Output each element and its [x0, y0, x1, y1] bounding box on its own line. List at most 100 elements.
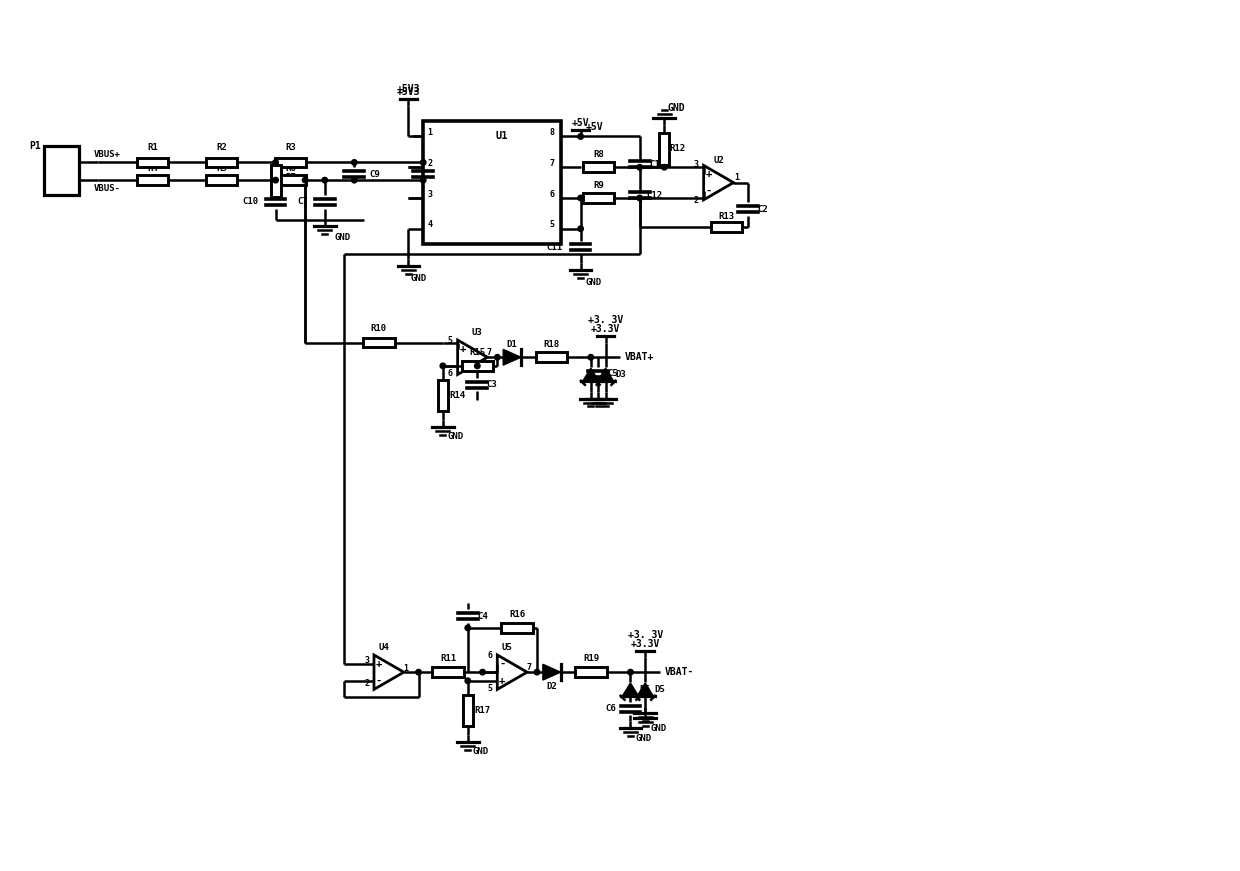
Text: -: - — [706, 186, 712, 196]
Text: P1: P1 — [30, 141, 41, 151]
Text: R5: R5 — [216, 164, 227, 172]
Bar — [583, 162, 614, 172]
Polygon shape — [598, 368, 614, 381]
Text: 1: 1 — [428, 128, 433, 137]
Text: GND: GND — [335, 233, 351, 242]
Bar — [575, 667, 606, 677]
Text: U1: U1 — [496, 131, 508, 141]
Circle shape — [578, 195, 583, 200]
Text: +: + — [498, 676, 506, 685]
Text: C3: C3 — [486, 380, 497, 389]
Text: VBUS-: VBUS- — [93, 184, 120, 192]
Bar — [660, 133, 670, 165]
Text: VBAT-: VBAT- — [665, 667, 694, 677]
Text: R14: R14 — [450, 391, 466, 400]
Text: +: + — [706, 169, 712, 179]
Polygon shape — [637, 683, 653, 696]
Text: C8: C8 — [438, 170, 449, 179]
Text: D1: D1 — [507, 340, 517, 349]
Bar — [270, 165, 280, 197]
Text: R15: R15 — [469, 348, 485, 356]
Text: C9: C9 — [370, 170, 379, 179]
Circle shape — [352, 159, 357, 165]
Circle shape — [637, 195, 642, 200]
Polygon shape — [503, 349, 521, 365]
Circle shape — [440, 363, 445, 368]
Circle shape — [578, 226, 583, 232]
Circle shape — [578, 134, 583, 139]
Circle shape — [273, 178, 278, 183]
Text: R4: R4 — [148, 164, 157, 172]
Circle shape — [465, 625, 470, 631]
Bar — [45, 145, 79, 195]
Text: 6: 6 — [448, 369, 453, 379]
Circle shape — [588, 354, 594, 360]
Text: +5V3: +5V3 — [397, 87, 420, 98]
Text: R2: R2 — [216, 143, 227, 152]
Text: R18: R18 — [543, 340, 559, 349]
Text: R12: R12 — [670, 145, 686, 153]
Bar — [583, 193, 614, 203]
Circle shape — [465, 678, 470, 684]
Text: D3: D3 — [615, 370, 626, 380]
Text: C11: C11 — [547, 243, 563, 252]
Circle shape — [322, 178, 327, 183]
Text: 7: 7 — [549, 159, 554, 168]
Text: 6: 6 — [549, 190, 554, 199]
Text: 7: 7 — [527, 663, 532, 672]
Text: C2: C2 — [758, 205, 769, 213]
Text: C1: C1 — [649, 159, 660, 169]
Text: R1: R1 — [148, 143, 157, 152]
Text: R10: R10 — [371, 324, 387, 334]
Text: R9: R9 — [593, 180, 604, 190]
Text: 3: 3 — [693, 160, 698, 169]
Text: C12: C12 — [646, 191, 662, 199]
Text: R16: R16 — [508, 610, 525, 618]
Text: +3.3V: +3.3V — [590, 324, 620, 334]
Text: U2: U2 — [713, 157, 724, 165]
Text: +3. 3V: +3. 3V — [627, 630, 663, 639]
Text: VBAT+: VBAT+ — [625, 352, 655, 362]
Bar — [501, 623, 533, 633]
Circle shape — [415, 670, 422, 675]
Text: C4: C4 — [477, 611, 487, 620]
Text: 5: 5 — [549, 220, 554, 229]
Text: C7: C7 — [298, 198, 308, 206]
Bar — [423, 121, 560, 244]
Text: 4: 4 — [428, 220, 433, 229]
Text: 3: 3 — [365, 656, 370, 665]
Bar — [136, 175, 169, 185]
Text: GND: GND — [585, 279, 601, 287]
Circle shape — [420, 159, 427, 165]
Text: GND: GND — [472, 747, 489, 756]
Text: D6: D6 — [640, 685, 651, 694]
Text: U3: U3 — [472, 328, 482, 337]
Bar — [274, 175, 306, 185]
Circle shape — [303, 178, 308, 183]
Bar — [206, 175, 237, 185]
Circle shape — [534, 670, 539, 675]
Text: 1: 1 — [734, 173, 739, 182]
Text: R6: R6 — [285, 164, 295, 172]
Text: +: + — [460, 344, 466, 354]
Bar — [363, 338, 394, 348]
Text: 2: 2 — [365, 679, 370, 688]
Circle shape — [637, 165, 642, 170]
Text: +5V3: +5V3 — [397, 84, 420, 93]
Polygon shape — [543, 665, 560, 680]
Text: 3: 3 — [428, 190, 433, 199]
Bar — [711, 222, 743, 232]
Text: U5: U5 — [502, 643, 512, 652]
Text: +5V: +5V — [585, 122, 603, 132]
Text: C10: C10 — [243, 198, 259, 206]
Text: +3. 3V: +3. 3V — [588, 314, 624, 325]
Circle shape — [480, 670, 485, 675]
Text: 1: 1 — [58, 175, 64, 186]
Text: D5: D5 — [655, 685, 666, 694]
Text: +: + — [376, 658, 382, 669]
Bar — [206, 158, 237, 167]
Bar — [433, 667, 464, 677]
Text: GND: GND — [650, 724, 666, 733]
Text: D4: D4 — [600, 370, 611, 380]
Text: R19: R19 — [583, 654, 599, 663]
